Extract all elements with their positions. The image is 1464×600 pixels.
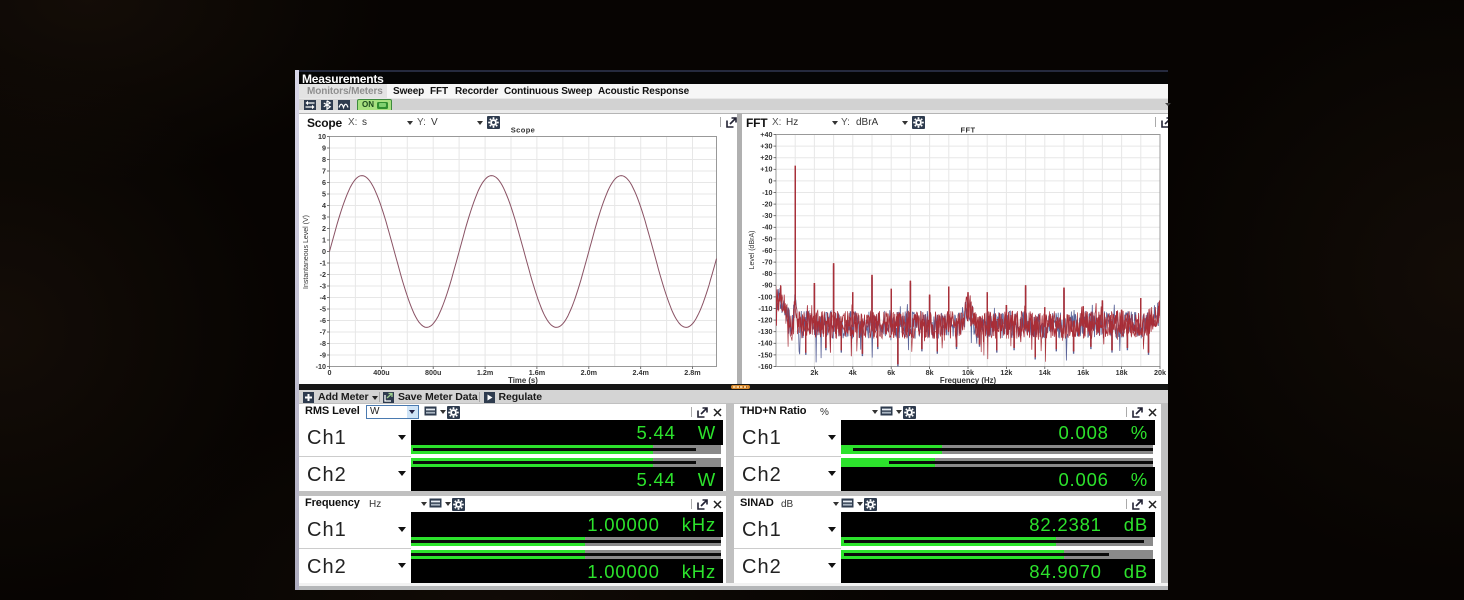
svg-text:-10: -10 <box>762 188 772 197</box>
svg-text:8k: 8k <box>926 368 934 377</box>
svg-text:0: 0 <box>322 247 326 256</box>
svg-text:-60: -60 <box>762 246 772 255</box>
svg-text:4: 4 <box>322 201 326 210</box>
svg-text:Level (dBrA): Level (dBrA) <box>749 231 756 270</box>
svg-text:7: 7 <box>322 166 326 175</box>
svg-text:+40: +40 <box>760 130 772 139</box>
svg-text:-80: -80 <box>762 269 772 278</box>
svg-text:12k: 12k <box>1000 368 1012 377</box>
svg-text:0: 0 <box>328 368 332 377</box>
svg-text:-150: -150 <box>758 350 772 359</box>
svg-text:2.8m: 2.8m <box>684 368 700 377</box>
svg-text:2.0m: 2.0m <box>581 368 597 377</box>
svg-text:20k: 20k <box>1154 368 1166 377</box>
svg-text:-6: -6 <box>320 316 326 325</box>
svg-text:FFT: FFT <box>961 126 976 135</box>
svg-text:-120: -120 <box>758 316 772 325</box>
svg-text:-140: -140 <box>758 339 772 348</box>
svg-text:800u: 800u <box>425 368 441 377</box>
svg-text:-10: -10 <box>316 362 326 371</box>
svg-text:-40: -40 <box>762 223 772 232</box>
svg-text:9: 9 <box>322 143 326 152</box>
svg-text:Time (s): Time (s) <box>508 376 538 385</box>
svg-text:6k: 6k <box>887 368 895 377</box>
svg-text:2k: 2k <box>810 368 818 377</box>
svg-text:1: 1 <box>322 235 326 244</box>
svg-text:-3: -3 <box>320 281 326 290</box>
svg-text:+20: +20 <box>760 153 772 162</box>
svg-text:1.6m: 1.6m <box>529 368 545 377</box>
svg-text:6: 6 <box>322 178 326 187</box>
svg-text:-1: -1 <box>320 258 326 267</box>
svg-text:8: 8 <box>322 155 326 164</box>
svg-text:14k: 14k <box>1039 368 1051 377</box>
svg-text:400u: 400u <box>373 368 389 377</box>
svg-text:+10: +10 <box>760 165 772 174</box>
svg-text:3: 3 <box>322 212 326 221</box>
svg-text:-8: -8 <box>320 339 326 348</box>
svg-text:16k: 16k <box>1077 368 1089 377</box>
svg-text:-30: -30 <box>762 211 772 220</box>
svg-text:-130: -130 <box>758 327 772 336</box>
svg-text:-100: -100 <box>758 292 772 301</box>
svg-text:-50: -50 <box>762 234 772 243</box>
svg-text:0: 0 <box>769 176 773 185</box>
svg-text:5: 5 <box>322 189 326 198</box>
svg-text:-160: -160 <box>758 362 772 371</box>
svg-text:-5: -5 <box>320 304 326 313</box>
svg-text:+30: +30 <box>760 142 772 151</box>
svg-text:-7: -7 <box>320 327 326 336</box>
svg-text:Instantaneous Level (V): Instantaneous Level (V) <box>303 215 310 289</box>
svg-text:-90: -90 <box>762 281 772 290</box>
svg-text:-4: -4 <box>320 293 326 302</box>
svg-text:2: 2 <box>322 224 326 233</box>
svg-text:Scope: Scope <box>511 126 536 135</box>
svg-text:18k: 18k <box>1116 368 1128 377</box>
svg-text:Frequency (Hz): Frequency (Hz) <box>940 376 997 385</box>
svg-text:1.2m: 1.2m <box>477 368 493 377</box>
svg-text:-9: -9 <box>320 350 326 359</box>
svg-text:-110: -110 <box>759 304 773 313</box>
svg-text:-70: -70 <box>762 258 772 267</box>
svg-text:-2: -2 <box>320 270 326 279</box>
svg-text:-20: -20 <box>762 200 772 209</box>
svg-text:2.4m: 2.4m <box>633 368 649 377</box>
svg-text:4k: 4k <box>849 368 857 377</box>
svg-text:10k: 10k <box>962 368 974 377</box>
svg-text:10: 10 <box>318 132 326 141</box>
